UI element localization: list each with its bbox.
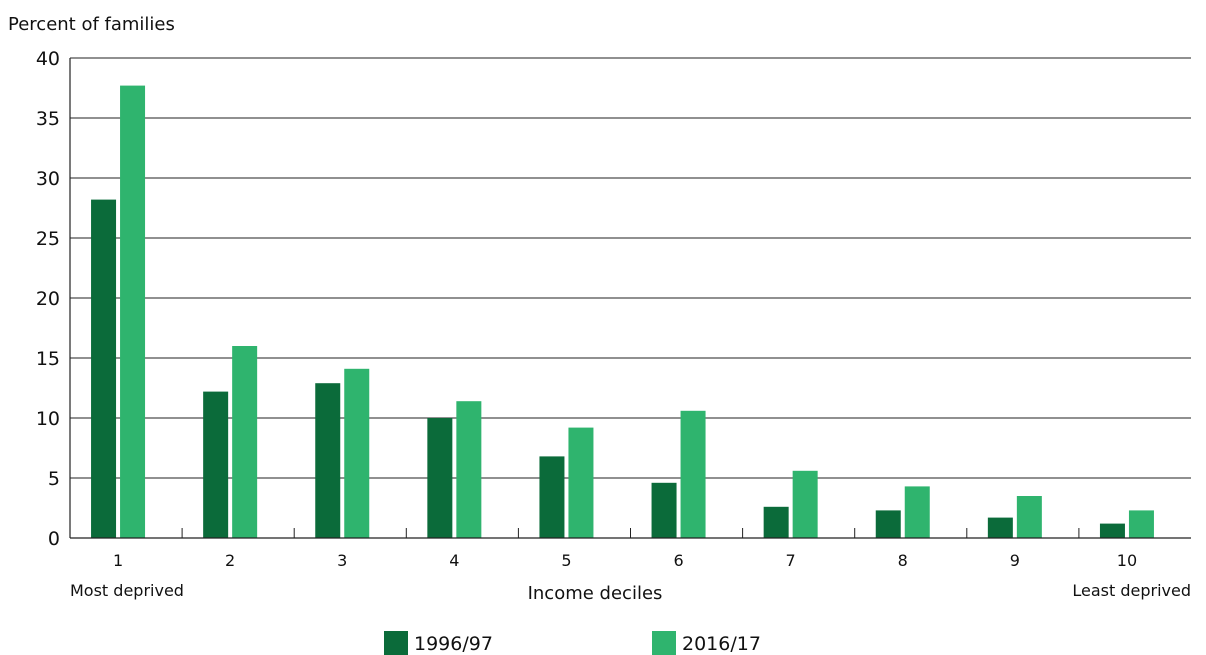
axes: 0 5 10 15 20 25 30 35 40 1 2 3 4 5 6 7 8 9 10 [36, 48, 1191, 570]
y-tick-label: 40 [36, 48, 60, 70]
bar-1996-97-decile-9 [987, 517, 1013, 538]
bar-1996-97-decile-4 [427, 418, 453, 538]
x-tick-label: 3 [337, 551, 347, 570]
bar-2016-17-decile-4 [456, 401, 482, 538]
y-tick-label: 5 [48, 468, 60, 490]
bar-2016-17-decile-6 [680, 410, 706, 538]
x-tick-label: 8 [898, 551, 908, 570]
bar-2016-17-decile-8 [904, 486, 930, 538]
y-tick-label: 0 [48, 528, 60, 550]
x-axis-title: Income deciles [528, 583, 663, 604]
bar-1996-97-decile-1 [91, 199, 117, 538]
x-tick-label: 7 [786, 551, 796, 570]
y-axis-title: Percent of families [8, 14, 175, 35]
x-tick-label: 1 [113, 551, 123, 570]
bars [91, 85, 1154, 538]
legend-label-2016-17: 2016/17 [682, 633, 761, 655]
x-tick-label: 2 [225, 551, 235, 570]
legend-label-1996-97: 1996/97 [414, 633, 493, 655]
legend-swatch-2016-17 [652, 631, 676, 655]
x-tick-label: 9 [1010, 551, 1020, 570]
bar-1996-97-decile-10 [1099, 523, 1125, 538]
y-tick-label: 20 [36, 288, 60, 310]
y-tick-label: 25 [36, 228, 60, 250]
legend: 1996/97 2016/17 [384, 631, 761, 655]
bar-2016-17-decile-7 [792, 470, 818, 538]
bar-1996-97-decile-7 [763, 506, 789, 538]
bar-2016-17-decile-2 [232, 346, 258, 538]
y-tick-label: 35 [36, 108, 60, 130]
x-tick-label: 10 [1117, 551, 1137, 570]
bar-1996-97-decile-6 [651, 482, 677, 538]
y-tick-label: 10 [36, 408, 60, 430]
y-tick-label: 30 [36, 168, 60, 190]
bar-1996-97-decile-5 [539, 456, 565, 538]
bar-2016-17-decile-9 [1016, 496, 1042, 538]
bar-1996-97-decile-8 [875, 510, 901, 538]
bar-2016-17-decile-10 [1128, 510, 1154, 538]
bar-2016-17-decile-3 [344, 368, 370, 538]
y-tick-label: 15 [36, 348, 60, 370]
bar-2016-17-decile-5 [568, 427, 594, 538]
x-tick-label: 5 [561, 551, 571, 570]
legend-swatch-1996-97 [384, 631, 408, 655]
x-axis-left-note: Most deprived [70, 581, 184, 600]
bar-1996-97-decile-2 [203, 391, 229, 538]
x-tick-label: 4 [449, 551, 459, 570]
bar-1996-97-decile-3 [315, 383, 341, 538]
x-tick-label: 6 [673, 551, 683, 570]
x-axis-right-note: Least deprived [1072, 581, 1191, 600]
bar-2016-17-decile-1 [120, 85, 146, 538]
